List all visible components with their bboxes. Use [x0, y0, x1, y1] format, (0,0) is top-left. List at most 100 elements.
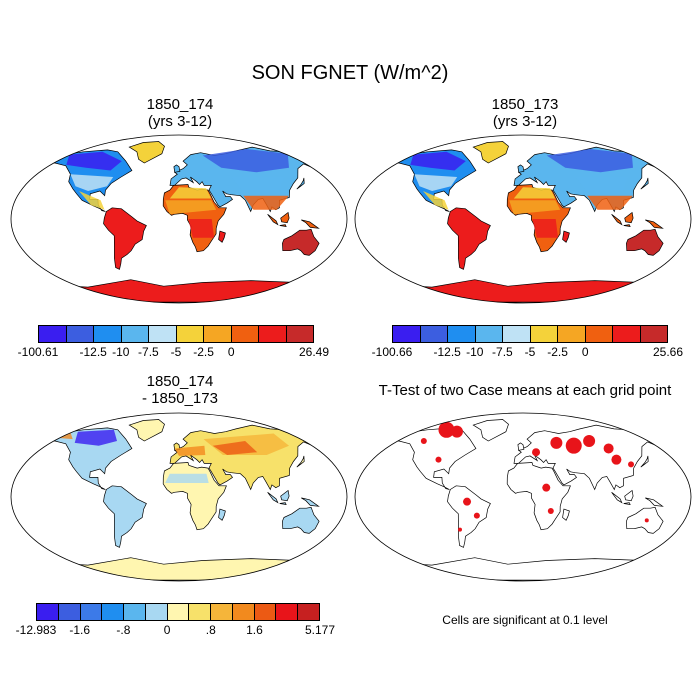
- landmass-australia: [282, 228, 320, 256]
- colorbar-swatch: [585, 326, 613, 342]
- colorbar-tick-label: 1.6: [246, 623, 263, 637]
- landmass-samerica: [103, 207, 147, 270]
- colorbar-tick-label: -5: [170, 345, 182, 359]
- colorbar-tick-label: -5: [524, 345, 536, 359]
- landmass-antarctica: [38, 279, 318, 303]
- landmass-antarctica: [38, 557, 318, 581]
- colorbar-swatch: [286, 326, 313, 342]
- colorbar-tick-label: 26.49: [298, 345, 330, 359]
- overlay-sahel: [165, 200, 217, 215]
- overlay-sahara: [513, 187, 556, 199]
- landmass-samerica: [447, 207, 491, 270]
- overlay-usa: [414, 174, 458, 191]
- overlay-mexico: [79, 191, 105, 210]
- significant-cell: [644, 518, 649, 523]
- significant-cell: [628, 461, 635, 468]
- overlay-siberia-hot: [212, 441, 258, 455]
- significant-cell: [532, 448, 541, 457]
- overlay-sahara-diff: [165, 473, 209, 483]
- colorbar-swatch: [94, 326, 122, 342]
- colorbar-swatch: [475, 326, 503, 342]
- map-border: [354, 412, 692, 582]
- significant-cell: [547, 508, 554, 514]
- overlay-southasia: [243, 195, 289, 210]
- significant-cell: [420, 438, 427, 444]
- colorbar-swatch: [58, 604, 81, 620]
- colorbar-swatch: [298, 604, 319, 620]
- panel4-title: T-Test of two Case means at each grid po…: [378, 382, 672, 399]
- colorbar-panel3: [36, 603, 320, 621]
- colorbar-swatch: [530, 326, 558, 342]
- map-land-group: [382, 141, 683, 303]
- colorbar-panel2: [392, 325, 668, 343]
- overlay-southernafrica: [188, 219, 215, 238]
- landmass-greenland: [128, 419, 165, 442]
- landmass-indonesia2: [279, 224, 287, 227]
- landmass-samerica: [103, 485, 147, 548]
- colorbar-swatch: [204, 326, 232, 342]
- colorbar-tick-label: -12.5: [79, 345, 107, 359]
- landmass-japan: [296, 455, 305, 468]
- colorbar-panel1: [38, 325, 314, 343]
- panel2-title-line2: (yrs 3-12): [492, 113, 558, 130]
- colorbar-swatch: [80, 604, 103, 620]
- colorbar-swatch: [448, 326, 476, 342]
- landmass-greenland: [128, 141, 165, 164]
- landmass-samerica: [447, 485, 491, 548]
- significant-cell: [450, 425, 463, 438]
- significant-cell: [438, 421, 455, 438]
- landmass-greenland: [472, 141, 509, 164]
- map-border: [354, 134, 692, 304]
- landmass-madagascar: [562, 508, 570, 521]
- landmass-madagascar: [218, 230, 226, 243]
- colorbar-swatch: [121, 326, 149, 342]
- colorbar-swatch: [145, 604, 168, 620]
- landmass-namerica: [42, 427, 133, 490]
- significant-cell: [542, 483, 551, 492]
- colorbar-swatch: [613, 326, 641, 342]
- landmass-indonesia1: [611, 214, 623, 226]
- colorbar-swatch: [66, 326, 94, 342]
- panel1-title-line1: 1850_174: [146, 96, 214, 113]
- significant-cell: [457, 527, 462, 532]
- landmass-japan: [296, 177, 305, 190]
- map-border: [10, 134, 348, 304]
- chart-title: SON FGNET (W/m^2): [251, 62, 449, 84]
- landmass-australia: [626, 506, 664, 534]
- landmass-antarctica: [382, 557, 662, 581]
- landmass-indonesia1: [267, 492, 279, 504]
- overlay-usa: [70, 174, 114, 191]
- landmass-namerica: [386, 427, 477, 490]
- overlay-alaska-diff: [49, 431, 73, 440]
- panel1-title: 1850_174 (yrs 3-12): [60, 96, 300, 130]
- colorbar-swatch: [393, 326, 421, 342]
- colorbar-swatch: [503, 326, 531, 342]
- landmass-indonesia2: [623, 502, 631, 505]
- significant-cell: [550, 436, 563, 449]
- colorbar-swatch: [189, 604, 212, 620]
- landmass-newguinea: [645, 497, 664, 507]
- panel2-title-line1: 1850_173: [491, 96, 559, 113]
- map-panel3: [10, 412, 348, 582]
- landmass-indonesia2: [279, 502, 287, 505]
- significance-note: Cells are significant at 0.1 level: [442, 613, 608, 627]
- overlay-centralasia: [231, 177, 285, 191]
- overlay-southernafrica: [532, 219, 559, 238]
- landmass-uk: [517, 442, 525, 451]
- colorbar-swatch: [167, 604, 190, 620]
- colorbar-tick-label: -7.5: [138, 345, 159, 359]
- map-land-group: [382, 419, 683, 581]
- colorbar-tick-label: -100.66: [371, 345, 413, 359]
- significant-cell: [565, 437, 582, 454]
- landmass-borneo: [624, 489, 634, 502]
- colorbar-tick-label: -2.5: [547, 345, 568, 359]
- landmass-australia: [626, 228, 664, 256]
- overlay-siberia: [546, 149, 633, 173]
- colorbar-tick-label: 0: [581, 345, 589, 359]
- landmass-africa: [506, 462, 571, 531]
- overlay-europe-diff: [174, 445, 206, 456]
- landmass-indonesia2: [623, 224, 631, 227]
- landmass-greenland: [472, 419, 509, 442]
- overlay-canada: [66, 151, 122, 171]
- landmass-newguinea: [645, 219, 664, 229]
